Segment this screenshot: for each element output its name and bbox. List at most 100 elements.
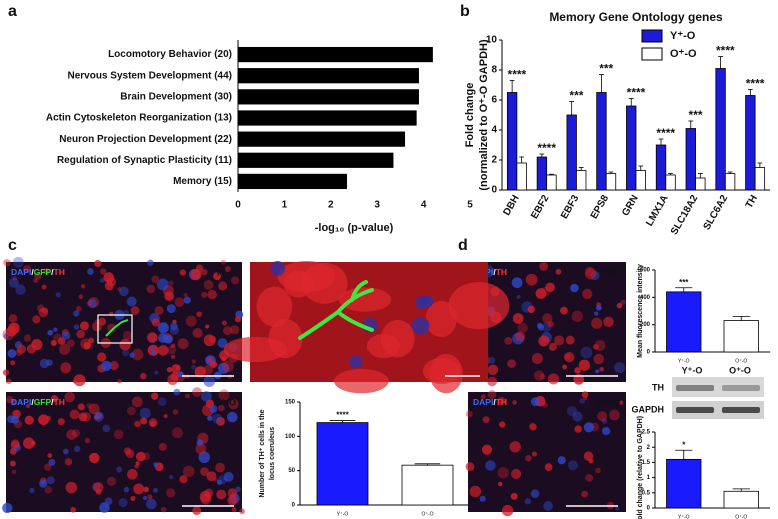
x-tick-label: 0 bbox=[235, 200, 241, 211]
cell bbox=[70, 507, 76, 513]
cell bbox=[15, 284, 26, 295]
x-tick-label: 5 bbox=[467, 200, 473, 211]
bar bbox=[754, 167, 766, 191]
cell bbox=[507, 359, 516, 368]
cell bbox=[15, 349, 23, 356]
cell bbox=[154, 370, 159, 375]
cell bbox=[102, 424, 111, 433]
cell bbox=[57, 418, 65, 426]
stain-name: DAPI bbox=[11, 397, 31, 407]
significance: **** bbox=[716, 44, 735, 58]
cell bbox=[99, 278, 105, 283]
x-tick-label: EBF2 bbox=[529, 193, 552, 221]
cell bbox=[140, 417, 148, 425]
cell bbox=[488, 356, 496, 364]
cell bbox=[201, 391, 212, 402]
cell bbox=[9, 460, 16, 467]
cell bbox=[539, 373, 546, 380]
nucleus bbox=[420, 294, 434, 308]
cell bbox=[567, 460, 578, 471]
gfp-fiber bbox=[105, 319, 129, 337]
cell bbox=[205, 324, 210, 329]
cell bbox=[64, 391, 76, 403]
cell bbox=[203, 279, 214, 290]
cell bbox=[78, 294, 84, 300]
cell bbox=[213, 272, 222, 281]
cell bbox=[80, 321, 89, 331]
cell bbox=[203, 334, 216, 347]
cell bbox=[583, 451, 594, 461]
cell bbox=[171, 364, 181, 374]
bar bbox=[715, 68, 726, 191]
cell bbox=[562, 364, 568, 370]
cell bbox=[5, 378, 12, 385]
cell bbox=[465, 410, 473, 418]
stain-separator: / bbox=[493, 397, 496, 407]
cell bbox=[465, 462, 475, 471]
cell bbox=[57, 337, 66, 345]
cell bbox=[555, 268, 562, 275]
cell bbox=[619, 400, 624, 405]
cell bbox=[71, 429, 81, 438]
cell bbox=[538, 335, 550, 347]
cell bbox=[101, 360, 112, 372]
x-tick-label: O⁺-O bbox=[735, 358, 747, 364]
cell bbox=[530, 397, 540, 407]
cell bbox=[8, 322, 20, 334]
cell bbox=[547, 373, 559, 385]
cell bbox=[170, 343, 176, 348]
blot bbox=[672, 401, 764, 419]
cell bbox=[11, 469, 17, 475]
cell bbox=[43, 463, 52, 471]
cell bbox=[482, 416, 490, 424]
bar bbox=[695, 177, 706, 191]
bar bbox=[685, 128, 696, 191]
cell bbox=[123, 309, 129, 316]
bar bbox=[724, 173, 736, 191]
significance: *** bbox=[689, 108, 703, 122]
y-axis-label: Number of TH⁺ cells in the bbox=[259, 409, 266, 497]
y-tick-label: 400 bbox=[640, 295, 651, 301]
cell bbox=[106, 476, 117, 486]
cell bbox=[195, 443, 207, 455]
cell bbox=[41, 284, 47, 290]
x-tick-label: Y⁺-O bbox=[678, 358, 690, 364]
cell bbox=[497, 481, 503, 487]
x-tick-label: 1 bbox=[282, 200, 288, 211]
stain-name: TH bbox=[54, 397, 65, 407]
category-label: Locomotory Behavior (20) bbox=[108, 49, 232, 60]
cell bbox=[231, 276, 240, 285]
cell bbox=[216, 479, 223, 485]
cell bbox=[601, 426, 611, 436]
cell bbox=[168, 280, 174, 286]
cell bbox=[206, 471, 217, 482]
y-tick-label: 600 bbox=[640, 268, 651, 274]
stain-separator: / bbox=[51, 397, 54, 407]
cell bbox=[220, 259, 226, 265]
significance: *** bbox=[679, 278, 689, 287]
cell bbox=[123, 486, 130, 493]
cell bbox=[501, 504, 514, 517]
cell bbox=[512, 400, 517, 405]
cell bbox=[603, 316, 614, 328]
cell bbox=[554, 335, 565, 346]
cell bbox=[10, 415, 19, 424]
significance: *** bbox=[599, 62, 613, 76]
x-tick-label: O⁺-O bbox=[421, 511, 433, 517]
bar bbox=[605, 173, 617, 191]
cell bbox=[23, 334, 32, 342]
cell bbox=[531, 451, 537, 457]
cell bbox=[81, 284, 86, 289]
stain-separator: / bbox=[31, 267, 34, 277]
cell bbox=[99, 502, 110, 513]
cell bbox=[582, 288, 593, 300]
significance: *** bbox=[569, 89, 583, 103]
cell bbox=[218, 281, 228, 291]
y-tick-label: 0.5 bbox=[642, 490, 651, 496]
cell-body bbox=[283, 270, 314, 298]
group-label: O⁺-O bbox=[214, 397, 236, 407]
x-tick-label: EPS8 bbox=[589, 193, 612, 221]
cell bbox=[222, 326, 232, 336]
cell bbox=[150, 392, 159, 400]
cell bbox=[83, 341, 91, 350]
